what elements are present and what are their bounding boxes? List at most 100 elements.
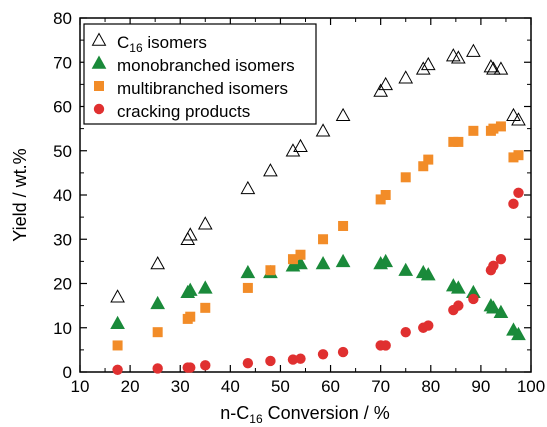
y-tick-label: 20 [53,275,72,294]
monobranched-point [511,326,526,341]
y-tick-label: 80 [53,9,72,28]
x-tick-label: 50 [271,377,290,396]
y-tick-label: 0 [63,363,72,382]
x-tick-label: 70 [371,377,390,396]
c16-isomer-point [110,289,125,303]
c16-isomer-point [511,112,526,126]
legend-marker-cracking [93,103,105,115]
x-tick-label: 60 [321,377,340,396]
legend-label-c16-isomers: C16 isomers [117,33,207,55]
cracking-point [295,353,306,364]
c16-isomer-point [197,216,213,230]
y-tick-label: 30 [53,230,72,249]
multibranched-point [508,152,519,163]
multibranched-point [488,123,499,134]
multibranched-point [513,150,524,161]
x-tick-label: 10 [71,377,90,396]
multibranched-point [242,282,253,293]
legend-label-cracking: cracking products [117,102,250,121]
multibranched-point [185,311,196,322]
c16-isomer-point [378,76,394,91]
c16-isomer-point [335,107,351,122]
c16-isomer-point [398,70,414,84]
c16-isomer-point [150,256,166,270]
multibranched-point [318,234,329,245]
cracking-point [152,363,163,374]
multibranched-point [200,302,211,313]
monobranched-point [398,262,414,276]
multibranched-point [112,340,123,351]
monobranched-point [182,282,198,296]
monobranched-point [486,300,501,314]
monobranched-point [450,280,466,294]
monobranched-point [493,304,509,318]
monobranched-point [335,253,351,268]
cracking-point [265,355,276,367]
c16-isomer-point [483,59,499,73]
cracking-point [488,260,499,271]
x-tick-label: 90 [471,377,490,396]
multibranched-point [453,136,464,147]
multibranched-point [418,161,429,172]
cracking-point [495,253,507,265]
cracking-point [317,349,329,360]
x-axis-label: n-C16 Conversion / % [220,403,389,426]
c16-isomer-point [415,61,431,75]
c16-isomer-point [486,61,501,75]
x-tick-label: 20 [121,377,140,396]
cracking-point [112,364,123,375]
x-tick-label: 100 [517,377,545,396]
cracking-point [287,354,299,365]
legend-markers [91,32,107,115]
y-tick-label: 40 [53,186,72,205]
y-tick-label: 60 [53,98,72,117]
y-tick-label: 70 [53,53,72,72]
y-tick-label: 10 [53,319,72,338]
monobranched-point [420,267,436,281]
x-tick-label: 40 [221,377,240,396]
cracking-point [423,320,434,331]
series-0 [110,43,526,303]
cracking-point [508,198,519,210]
y-axis-label: Yield / wt.% [10,148,30,241]
monobranched-point [315,256,331,270]
multibranched-point [295,249,306,260]
cracking-point [400,326,411,338]
series-1 [110,253,526,341]
legend-marker-c16-isomers [91,32,107,46]
x-tick-label: 80 [421,377,440,396]
y-tick-labels: 0 10 20 30 40 50 60 70 80 [53,9,72,382]
c16-isomer-point [240,180,256,195]
multibranched-point [495,121,506,132]
cracking-point [242,357,254,369]
legend-label-monobranched: monobranched isomers [117,56,295,75]
multibranched-point [338,220,349,231]
monobranched-point [378,253,394,268]
monobranched-point [150,295,166,310]
multibranched-point [423,154,434,165]
cracking-point [200,360,211,371]
monobranched-point [197,280,213,294]
cracking-point [185,362,196,373]
c16-isomer-point [293,138,308,153]
c16-isomer-point [466,43,481,57]
cracking-point [513,187,524,198]
x-tick-labels: 10 20 30 40 50 60 70 80 90 100 [71,377,546,396]
x-tick-label: 30 [171,377,190,396]
data-markers [110,43,526,375]
multibranched-point [448,136,459,147]
monobranched-point [240,264,256,279]
legend-marker-monobranched [91,55,107,69]
multibranched-point [287,254,298,265]
series-2 [112,121,524,351]
cracking-point [380,340,391,351]
c16-isomer-point [263,163,278,177]
c16-isomer-point [420,56,436,71]
monobranched-point [110,315,125,330]
c16-isomer-point [285,143,301,157]
c16-isomer-point [450,50,466,64]
multibranched-point [468,125,479,136]
legend-marker-multibranched [94,81,104,91]
multibranched-point [152,327,163,338]
